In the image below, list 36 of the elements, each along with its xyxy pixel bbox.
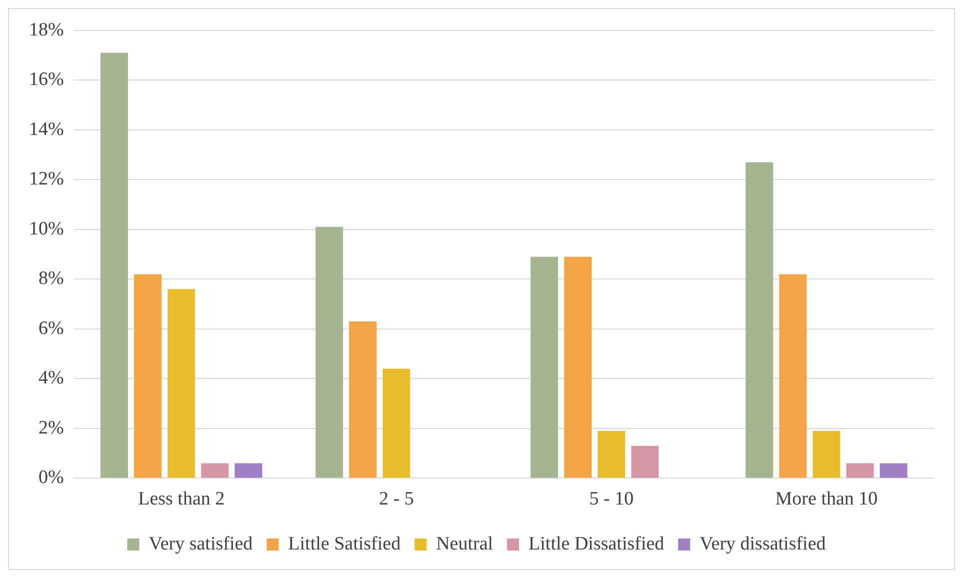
y-tick-label: 16% bbox=[29, 69, 64, 90]
legend-label: Little Satisfied bbox=[288, 533, 402, 554]
y-tick-label: 8% bbox=[38, 268, 64, 290]
bar bbox=[598, 430, 626, 478]
y-tick-label: 10% bbox=[29, 218, 64, 240]
legend-label: Very dissatisfied bbox=[700, 533, 826, 554]
bar bbox=[564, 256, 592, 478]
y-tick-label: 12% bbox=[29, 168, 64, 190]
bar bbox=[880, 463, 908, 478]
bar bbox=[779, 274, 807, 478]
bar bbox=[746, 162, 774, 478]
bar bbox=[530, 256, 558, 478]
bar bbox=[234, 463, 262, 478]
y-tick-label: 6% bbox=[38, 318, 64, 339]
bar bbox=[846, 463, 874, 478]
legend-label: Little Dissatisfied bbox=[528, 533, 665, 554]
bar bbox=[168, 289, 196, 478]
bar bbox=[316, 226, 344, 478]
x-tick-label: More than 10 bbox=[775, 488, 878, 510]
x-tick-label: 5 - 10 bbox=[589, 488, 634, 510]
legend-label: Neutral bbox=[436, 533, 494, 554]
y-tick-label: 2% bbox=[38, 417, 64, 438]
bar bbox=[100, 52, 128, 478]
legend-label: Very satisfied bbox=[148, 533, 254, 554]
bar bbox=[812, 430, 840, 478]
y-tick-label: 0% bbox=[38, 467, 64, 488]
y-tick-label: 18% bbox=[29, 19, 64, 40]
bar bbox=[201, 463, 229, 478]
x-tick-label: 2 - 5 bbox=[378, 488, 414, 510]
y-tick-label: 4% bbox=[38, 368, 64, 389]
x-tick-label: Less than 2 bbox=[138, 488, 225, 510]
bar bbox=[382, 368, 410, 478]
bar bbox=[631, 446, 659, 478]
bar bbox=[349, 321, 377, 478]
y-tick-label: 14% bbox=[29, 118, 64, 140]
bar bbox=[134, 274, 162, 478]
